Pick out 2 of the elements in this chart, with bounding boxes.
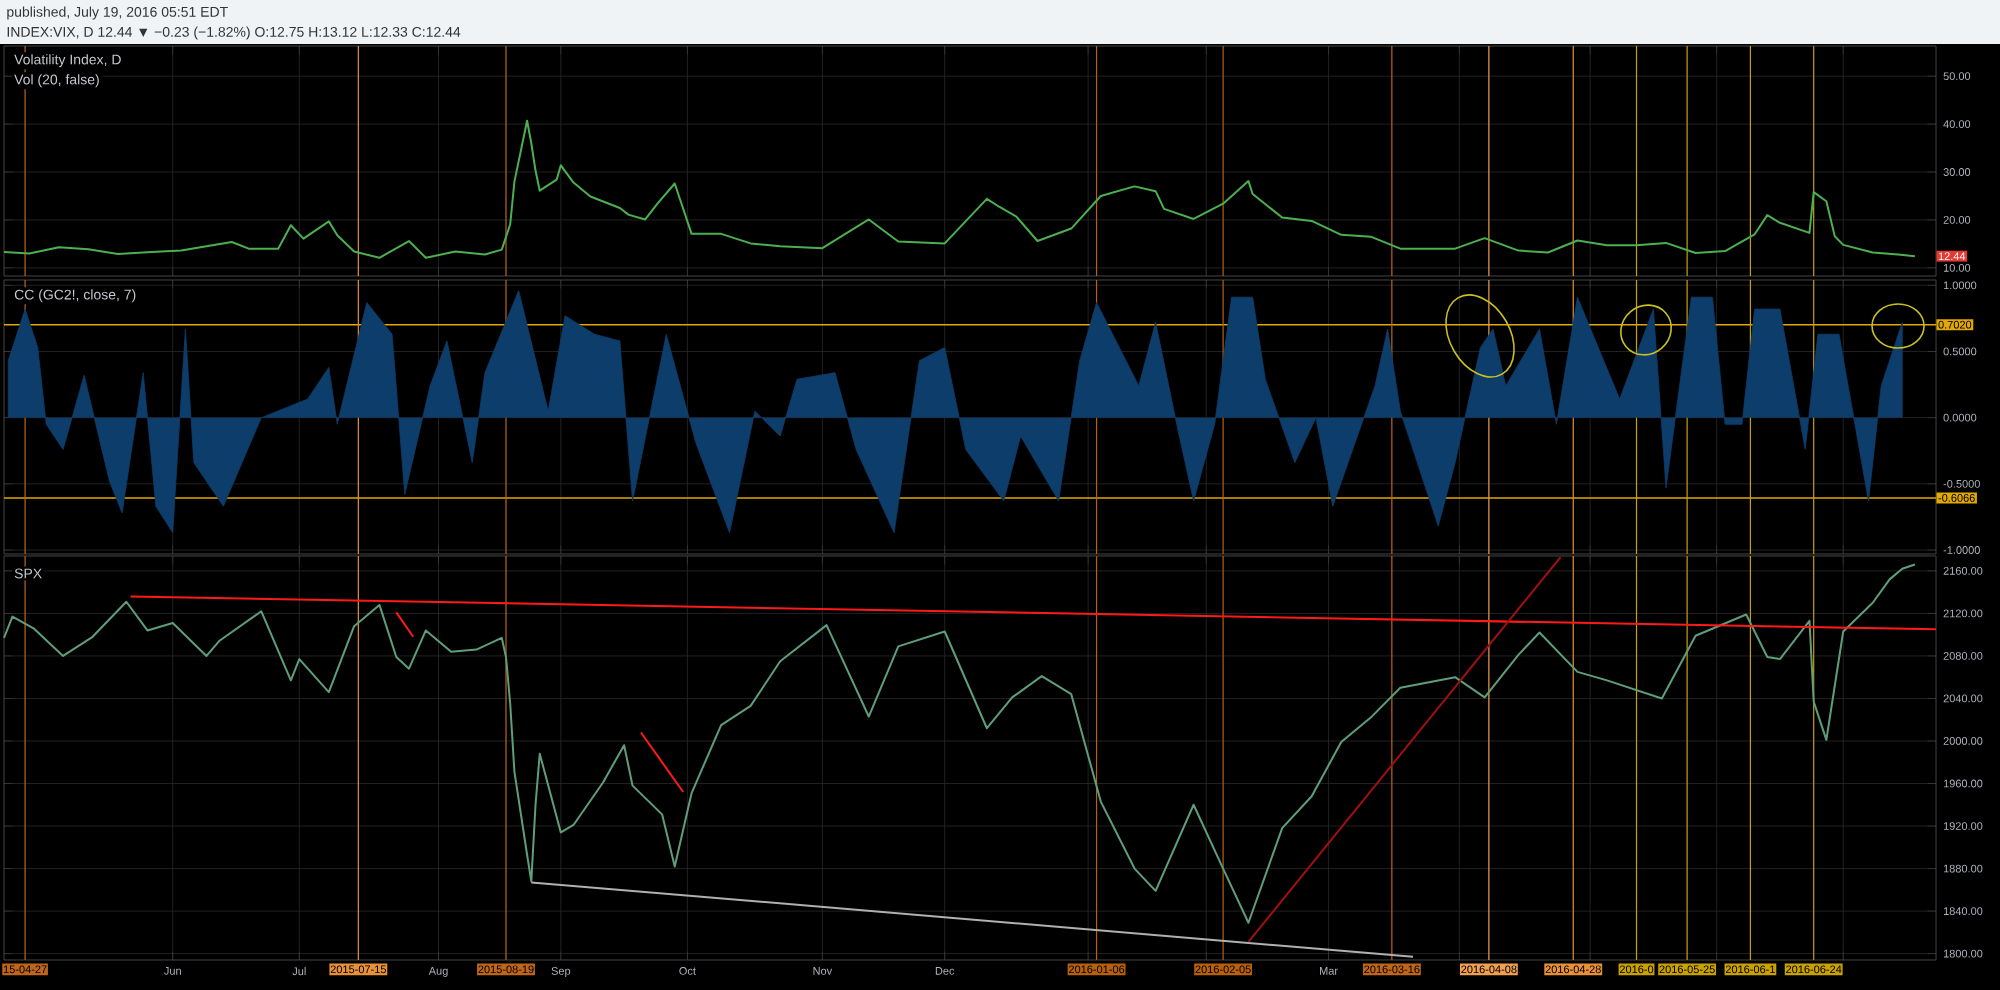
line-series	[3, 119, 1916, 259]
line-series	[3, 563, 1916, 924]
